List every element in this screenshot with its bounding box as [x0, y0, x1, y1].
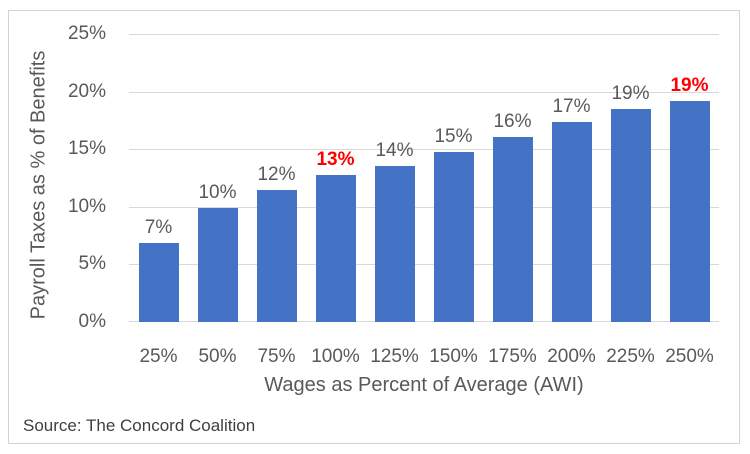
plot-area: 7% 10% 12% 13% 14% 15% 16% 17% 19% 19% [129, 34, 719, 322]
bar [669, 100, 710, 322]
y-tick-label: 5% [78, 253, 106, 275]
x-tick-label: 125% [370, 346, 419, 367]
gridline [129, 264, 719, 266]
bar [138, 242, 179, 322]
bar-value-label: 15% [434, 125, 473, 147]
bar [551, 121, 592, 322]
gridline [129, 91, 719, 93]
x-tick-label: 25% [139, 346, 178, 367]
x-tick-label: 200% [547, 346, 596, 367]
bar [374, 166, 415, 322]
bar [433, 151, 474, 322]
x-tick-label: 50% [198, 346, 237, 367]
x-axis-title: Wages as Percent of Average (AWI) [264, 374, 584, 396]
bar-value-label: 16% [493, 110, 532, 132]
y-tick-label: 25% [67, 23, 106, 44]
gridline [129, 34, 719, 35]
bar-value-label: 7% [144, 216, 173, 238]
bar [492, 136, 533, 322]
bar [256, 189, 297, 322]
y-tick-label: 10% [67, 195, 106, 217]
y-axis-ticks: 0% 5% 10% 15% 20% 25% [9, 11, 106, 443]
chart-frame: Payroll Taxes as % of Benefits 0% 5% 10% 15… [8, 10, 740, 444]
gridline [129, 149, 719, 151]
x-axis-ticks: 25% 50% 75% 100% 125% 150% 175% 200% 225% 250% [129, 345, 719, 369]
x-tick-label: 250% [665, 346, 714, 367]
x-tick-label: 225% [606, 346, 655, 367]
y-tick-label: 15% [67, 138, 106, 160]
x-tick-label: 175% [488, 346, 537, 367]
bar-value-label: 19% [670, 74, 709, 96]
bar-value-label: 14% [375, 140, 414, 162]
y-tick-label: 0% [78, 311, 106, 332]
x-tick-label: 150% [429, 346, 478, 367]
y-tick-label: 20% [67, 80, 106, 102]
bar-value-label: 19% [611, 82, 650, 104]
gridline [129, 206, 719, 208]
bar-value-label: 12% [257, 163, 296, 185]
gridline [129, 321, 719, 322]
x-tick-label: 75% [257, 346, 296, 367]
bar [610, 108, 651, 322]
bar-value-label: 13% [316, 148, 355, 170]
bar-value-label: 17% [552, 95, 591, 117]
source-note: Source: The Concord Coalition [23, 416, 256, 435]
x-tick-label: 100% [311, 346, 360, 367]
bar [315, 174, 356, 322]
bar [197, 207, 238, 322]
bar-value-label: 10% [198, 181, 237, 203]
